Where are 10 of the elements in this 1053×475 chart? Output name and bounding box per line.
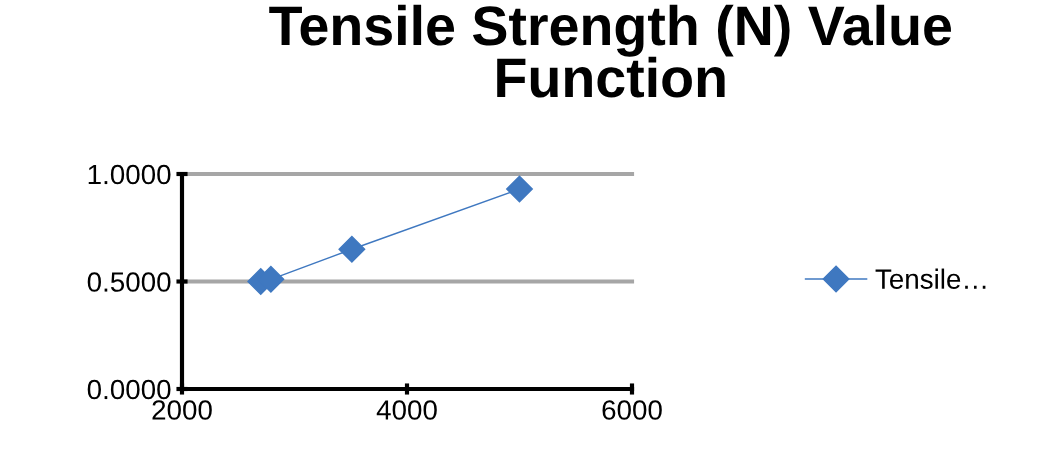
x-tick-label: 2000 — [152, 400, 212, 420]
point — [506, 175, 533, 203]
y-tick-label: 1.0000 — [88, 164, 171, 185]
chart-title: Tensile Strength (N) Value Function — [269, 4, 952, 98]
legend-label: Tensile… — [875, 268, 986, 289]
point — [338, 235, 366, 263]
y-tick-label: 0.5000 — [87, 272, 171, 292]
x-tick-label: 4000 — [376, 400, 437, 420]
y-tick-label: 0.0000 — [87, 379, 171, 400]
x-tick-label: 6000 — [602, 400, 662, 420]
